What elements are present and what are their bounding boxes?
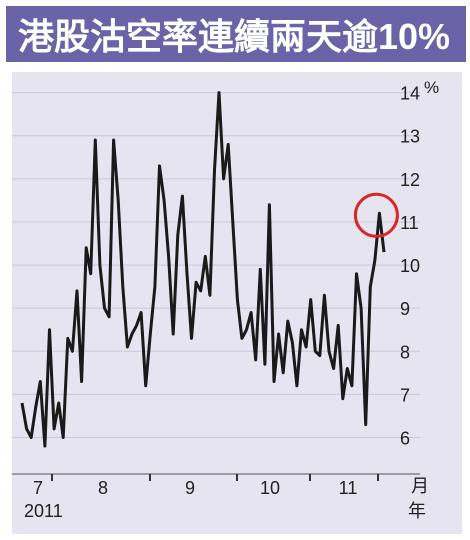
series-line (20, 91, 386, 448)
y-tick-label: 14 (400, 84, 420, 104)
grid-layer (12, 92, 420, 481)
series-layer (20, 91, 386, 448)
x-tick-label: 11 (339, 478, 358, 498)
y-tick-label: 8 (400, 342, 410, 362)
y-tick-label: 9 (400, 299, 410, 319)
y-tick-label: 11 (400, 213, 419, 233)
y-tick-label: 12 (400, 170, 420, 190)
y-tick-label: 7 (400, 385, 410, 405)
y-tick-labels: 6 7 8 9 10 11 12 13 14 (400, 84, 420, 449)
y-tick-label: 13 (400, 127, 420, 147)
x-tick-label: 7 (33, 478, 43, 498)
chart-frame: 港股沽空率連續兩天逾10% (2, 2, 466, 536)
x-tick-label: 8 (98, 478, 108, 498)
y-tick-label: 6 (400, 429, 410, 449)
x-tick-labels: 7 8 9 10 11 (33, 478, 357, 498)
year-label: 2011 (24, 501, 63, 521)
y-unit-label: % (424, 78, 439, 97)
chart-title: 港股沽空率連續兩天逾10% (18, 16, 451, 57)
x-unit-year: 年 (408, 501, 426, 521)
highlight-circle (353, 192, 399, 238)
x-unit-month: 月 (411, 476, 429, 496)
x-tick-label: 9 (185, 478, 195, 498)
title-bar: 港股沽空率連續兩天逾10% (6, 6, 466, 62)
x-tick-label: 10 (260, 478, 280, 498)
y-tick-label: 10 (400, 256, 420, 276)
